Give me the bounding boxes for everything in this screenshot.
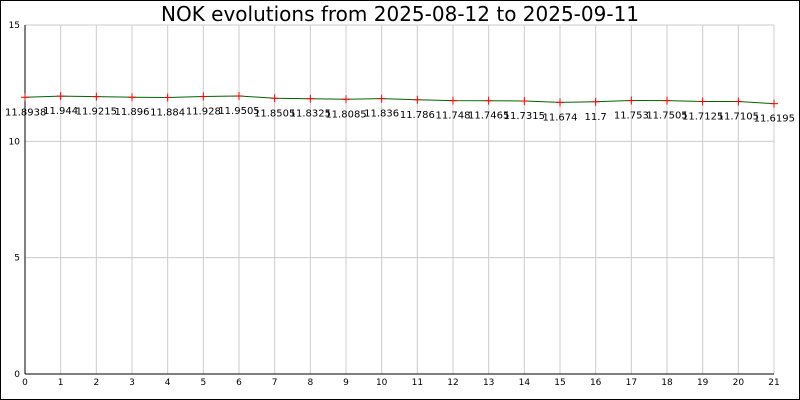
data-label: 11.836 <box>364 109 399 120</box>
data-point-marker <box>163 93 172 102</box>
data-label: 11.7505 <box>646 111 687 122</box>
data-label: 11.8505 <box>254 108 295 119</box>
y-tick-label: 10 <box>9 137 21 147</box>
data-point-marker <box>92 92 101 101</box>
x-tick-label: 17 <box>626 378 637 388</box>
data-label: 11.8938 <box>5 107 46 118</box>
data-label: 11.9215 <box>76 107 117 118</box>
data-point-marker <box>56 92 65 101</box>
data-point-marker <box>663 96 671 105</box>
data-label: 11.8085 <box>325 109 366 120</box>
data-point-marker <box>21 93 29 102</box>
x-tick-label: 1 <box>58 378 64 388</box>
data-label: 11.884 <box>150 107 185 118</box>
data-point-marker <box>199 92 208 101</box>
y-tick-label: 5 <box>14 254 20 264</box>
data-label: 11.748 <box>436 111 471 122</box>
data-label: 11.7315 <box>504 111 545 122</box>
data-label: 11.944 <box>43 106 78 117</box>
data-point-marker <box>556 98 564 107</box>
data-label: 11.674 <box>543 112 578 123</box>
y-tick-label: 15 <box>9 21 20 31</box>
data-point-marker <box>128 93 136 102</box>
x-tick-label: 10 <box>376 378 388 388</box>
series-line <box>24 95 775 105</box>
x-tick-label: 21 <box>768 378 779 388</box>
y-tick-label: 0 <box>14 370 20 380</box>
data-label: 11.753 <box>614 111 649 122</box>
x-tick-label: 14 <box>519 378 531 388</box>
x-tick-label: 4 <box>165 378 171 388</box>
x-tick-label: 5 <box>200 378 206 388</box>
x-tick-label: 13 <box>483 378 494 388</box>
data-point-marker <box>591 97 600 106</box>
data-point-marker <box>413 95 422 104</box>
data-point-marker <box>627 96 636 105</box>
x-tick-label: 20 <box>733 378 745 388</box>
data-point-marker <box>449 96 457 105</box>
data-label: 11.7 <box>585 112 607 123</box>
x-tick-label: 8 <box>307 378 313 388</box>
data-label: 11.786 <box>400 110 435 121</box>
x-tick-label: 12 <box>447 378 458 388</box>
plot-area <box>25 25 774 374</box>
data-label: 11.896 <box>115 107 150 118</box>
x-tick-label: 18 <box>661 378 673 388</box>
data-label: 11.6195 <box>754 114 795 125</box>
x-tick-label: 11 <box>412 378 423 388</box>
chart-title: NOK evolutions from 2025-08-12 to 2025-0… <box>160 2 640 26</box>
x-tick-label: 7 <box>272 378 278 388</box>
x-tick-label: 6 <box>236 378 242 388</box>
x-tick-label: 15 <box>554 378 565 388</box>
data-point-marker <box>734 97 743 106</box>
data-point-marker <box>342 95 350 104</box>
x-tick-label: 0 <box>22 378 28 388</box>
data-label: 11.7465 <box>468 111 509 122</box>
data-point-marker <box>484 96 493 105</box>
x-tick-label: 2 <box>93 378 99 388</box>
x-tick-label: 3 <box>129 378 135 388</box>
data-point-marker <box>235 91 243 100</box>
data-label: 11.928 <box>186 106 221 117</box>
data-point-marker <box>270 94 279 103</box>
data-label: 11.8325 <box>290 109 331 120</box>
data-label: 11.7125 <box>682 111 723 122</box>
x-tick-label: 16 <box>590 378 602 388</box>
data-point-marker <box>377 94 386 103</box>
data-label: 11.7105 <box>718 112 759 123</box>
x-tick-label: 9 <box>343 378 349 388</box>
data-point-marker <box>520 97 529 106</box>
data-point-marker <box>698 97 707 106</box>
x-tick-label: 19 <box>697 378 709 388</box>
data-point-marker <box>306 94 315 103</box>
data-label: 11.9505 <box>218 106 259 117</box>
data-point-marker <box>770 99 778 108</box>
